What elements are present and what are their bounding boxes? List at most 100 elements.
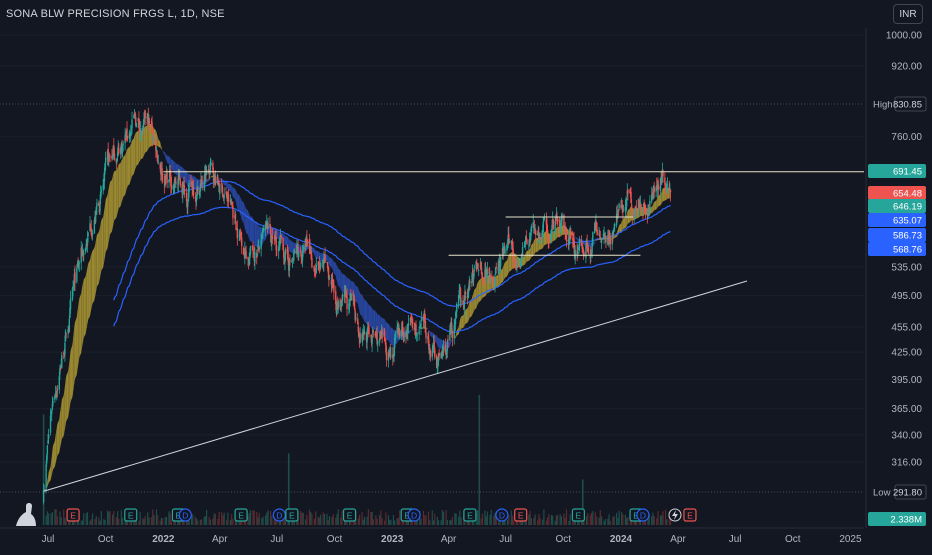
ribbon-segment [55, 436, 56, 467]
ribbon-segment [79, 298, 80, 361]
candle-body [460, 301, 461, 302]
volume-bar [64, 518, 65, 525]
candle-body [96, 203, 97, 207]
candle-body [517, 263, 518, 264]
candle-body [52, 401, 53, 403]
volume-bar [143, 519, 144, 525]
volume-bar [165, 517, 166, 525]
volume-bar [333, 514, 334, 525]
volume-bar [252, 510, 253, 525]
ribbon-segment [52, 446, 53, 473]
volume-bar [437, 517, 438, 525]
y-tick-label: 316.00 [891, 458, 922, 469]
ribbon-segment [390, 325, 391, 343]
volume-bar [192, 514, 193, 525]
ribbon-segment [167, 156, 169, 165]
volume-bar [456, 513, 457, 525]
earnings-marker-label: E [70, 511, 76, 521]
ribbon-segment [461, 317, 462, 330]
ribbon-segment [165, 153, 166, 159]
candle-body [465, 292, 466, 294]
volume-bar [563, 514, 564, 525]
candle-body [601, 238, 602, 243]
ribbon-segment [60, 409, 61, 449]
volume-bar [310, 512, 311, 525]
volume-bar [565, 518, 566, 525]
volume-bar [329, 516, 330, 525]
ribbon-segment [150, 124, 152, 147]
volume-bar [267, 510, 268, 525]
candle-body [456, 304, 457, 312]
candle-body [202, 183, 203, 184]
volume-bar [617, 518, 618, 525]
volume-bar [285, 521, 286, 525]
volume-bar [552, 516, 553, 525]
volume-bar [256, 512, 257, 525]
ribbon-segment [386, 321, 387, 339]
volume-bar [445, 510, 446, 525]
ribbon-segment [136, 132, 137, 168]
candle-body [613, 230, 614, 236]
volume-bar [449, 520, 450, 525]
volume-bar [270, 511, 271, 525]
volume-bar [99, 521, 100, 525]
ribbon-segment [104, 209, 105, 264]
volume-bar [616, 513, 617, 525]
volume-bar [608, 514, 609, 525]
candle-body [263, 228, 264, 231]
volume-bar [156, 509, 157, 525]
ribbon-segment [312, 247, 314, 253]
ribbon-segment [411, 330, 412, 332]
x-tick-label: Oct [98, 534, 114, 545]
ribbon-segment [527, 250, 529, 261]
price-label-value: 646.19 [893, 202, 922, 213]
volume-bar [434, 514, 435, 525]
candle-body [408, 323, 409, 326]
volume-bar [323, 512, 324, 525]
x-tick-label: Apr [670, 534, 686, 545]
ribbon-segment [233, 187, 235, 198]
ribbon-segment [412, 329, 413, 330]
ribbon-segment [460, 318, 461, 331]
ribbon-segment [390, 326, 391, 344]
candle-body [219, 184, 220, 194]
volume-bar [555, 521, 556, 525]
candle-body [45, 465, 46, 488]
price-label-value: 691.45 [893, 167, 922, 178]
ribbon-segment [451, 340, 452, 343]
candle-body [197, 187, 198, 194]
candle-body [252, 246, 253, 251]
ribbon-segment [176, 163, 178, 175]
y-tick-label: 920.00 [891, 61, 922, 72]
ribbon-segment [223, 180, 224, 185]
volume-bar [586, 516, 587, 525]
volume-bar [46, 515, 47, 525]
candle-body [76, 268, 77, 282]
currency-button[interactable]: INR [893, 4, 923, 24]
ribbon-segment [469, 302, 470, 320]
ribbon-segment [47, 481, 48, 489]
volume-bar [195, 517, 196, 525]
ribbon-segment [51, 461, 52, 480]
ribbon-segment [126, 151, 127, 192]
ribbon-segment [662, 189, 663, 203]
ribbon-segment [337, 266, 338, 284]
volume-bar [206, 510, 207, 525]
volume-bar [94, 519, 95, 525]
volume-bar [142, 518, 143, 525]
ribbon-segment [356, 286, 358, 304]
candle-body [355, 317, 356, 319]
ribbon-segment [450, 340, 451, 345]
ribbon-segment [210, 176, 211, 178]
volume-bar [265, 515, 266, 525]
price-label-value: 635.07 [893, 216, 922, 227]
candle-body [139, 121, 140, 133]
candle-body [281, 235, 282, 238]
volume-bar [118, 519, 119, 525]
ribbon-segment [254, 220, 255, 246]
ribbon-segment [108, 188, 109, 245]
volume-bar [98, 518, 99, 525]
volume-bar [51, 513, 52, 525]
